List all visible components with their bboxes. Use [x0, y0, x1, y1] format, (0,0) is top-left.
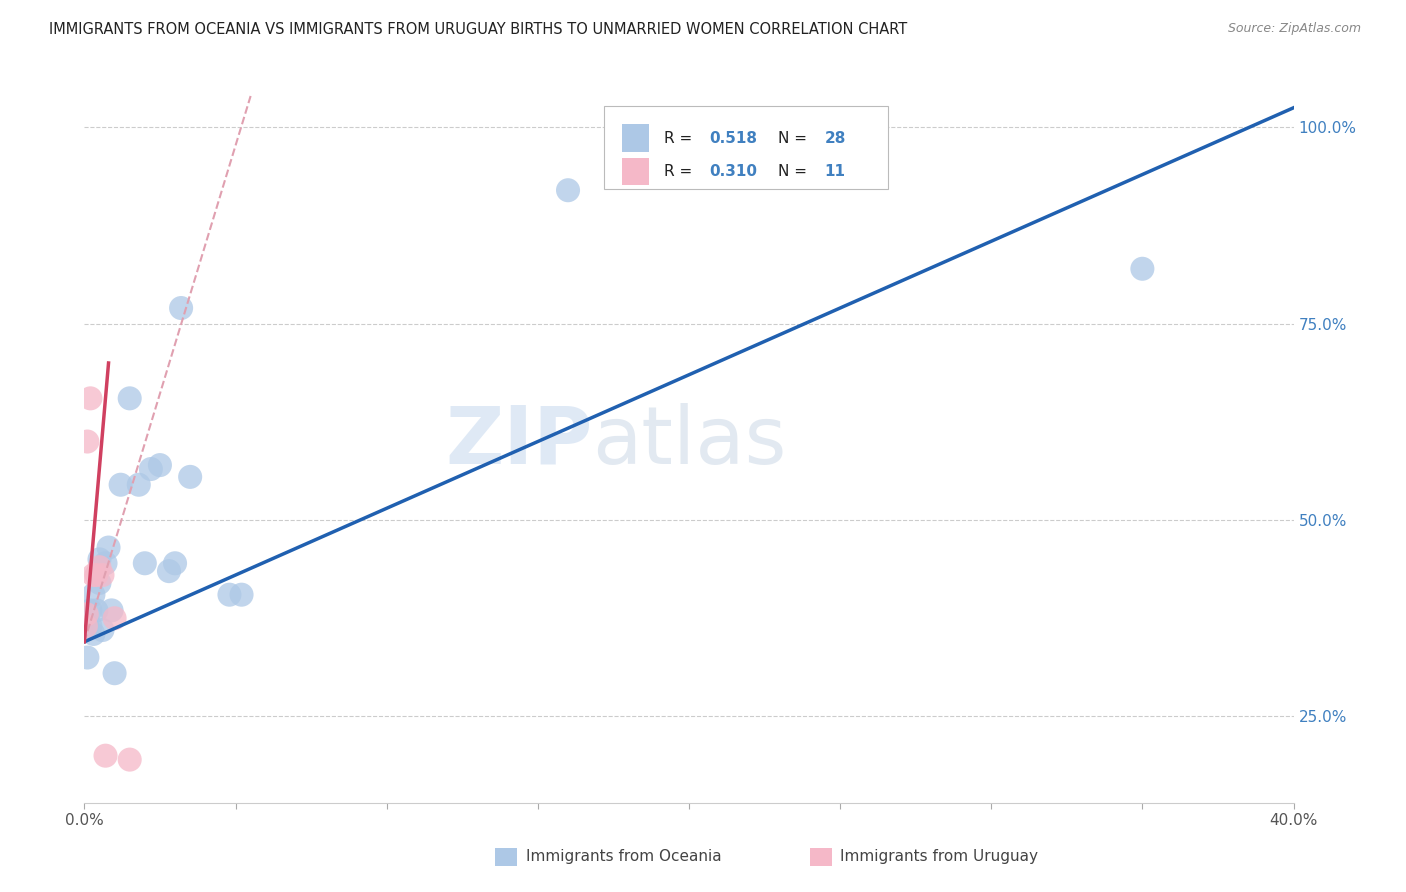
Point	[89, 560, 111, 574]
Bar	[623, 124, 650, 152]
Point	[79, 392, 101, 406]
Point	[1130, 261, 1153, 276]
Point	[94, 748, 117, 763]
Point	[76, 619, 98, 633]
Point	[75, 619, 97, 633]
Point	[94, 556, 117, 570]
Point	[79, 603, 101, 617]
Text: 28: 28	[824, 130, 846, 145]
Text: R =: R =	[664, 130, 696, 145]
Point	[139, 462, 162, 476]
Bar	[623, 158, 650, 186]
Text: Source: ZipAtlas.com: Source: ZipAtlas.com	[1227, 22, 1361, 36]
Point	[79, 619, 101, 633]
Text: ZIP: ZIP	[444, 402, 592, 481]
Point	[76, 607, 98, 622]
Point	[91, 568, 114, 582]
Point	[104, 666, 127, 681]
Point	[100, 603, 122, 617]
Point	[82, 568, 104, 582]
Text: 0.518: 0.518	[710, 130, 758, 145]
Point	[76, 434, 98, 449]
Point	[231, 588, 253, 602]
Point	[218, 588, 240, 602]
Text: 11: 11	[824, 164, 845, 179]
Point	[76, 650, 98, 665]
Point	[118, 392, 141, 406]
Text: Immigrants from Oceania: Immigrants from Oceania	[526, 849, 721, 864]
Text: N =: N =	[779, 164, 813, 179]
Text: R =: R =	[664, 164, 696, 179]
Text: Immigrants from Uruguay: Immigrants from Uruguay	[841, 849, 1038, 864]
Bar	[810, 847, 831, 865]
Point	[89, 575, 111, 590]
Point	[557, 183, 579, 197]
Point	[179, 470, 201, 484]
Point	[82, 588, 104, 602]
Point	[86, 568, 108, 582]
Text: IMMIGRANTS FROM OCEANIA VS IMMIGRANTS FROM URUGUAY BIRTHS TO UNMARRIED WOMEN COR: IMMIGRANTS FROM OCEANIA VS IMMIGRANTS FR…	[49, 22, 907, 37]
Point	[86, 603, 108, 617]
Text: atlas: atlas	[592, 402, 786, 481]
Point	[110, 477, 132, 491]
Point	[118, 753, 141, 767]
Point	[128, 477, 150, 491]
Point	[89, 552, 111, 566]
Point	[157, 564, 180, 578]
Point	[134, 556, 156, 570]
Point	[82, 627, 104, 641]
Text: 0.310: 0.310	[710, 164, 758, 179]
Point	[97, 541, 120, 555]
Point	[170, 301, 193, 315]
FancyBboxPatch shape	[605, 105, 889, 189]
Bar	[495, 847, 517, 865]
Point	[104, 611, 127, 625]
Point	[91, 623, 114, 637]
Text: N =: N =	[779, 130, 813, 145]
Point	[165, 556, 187, 570]
Point	[149, 458, 172, 472]
